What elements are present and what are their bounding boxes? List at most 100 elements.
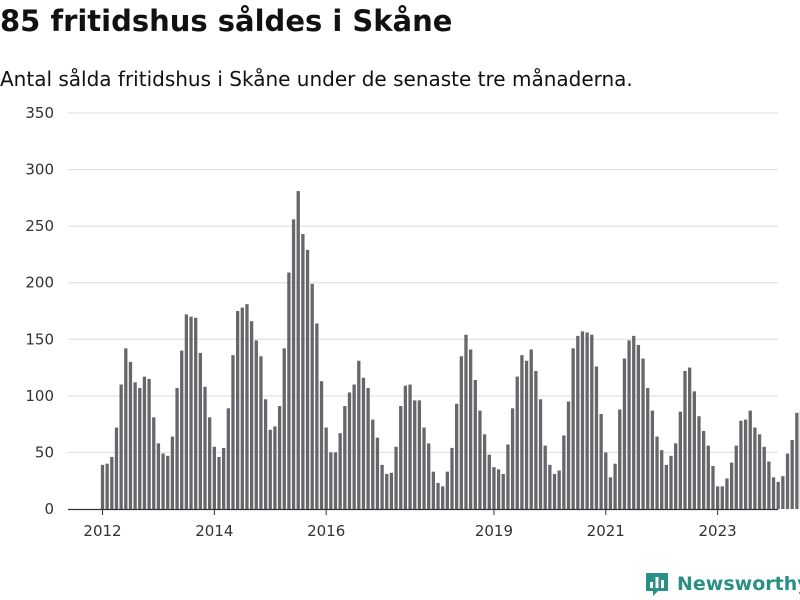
y-axis-tick-labels: 0 50 100 150 200 250 300 350	[25, 104, 54, 518]
bar	[231, 355, 235, 509]
bar	[450, 447, 454, 509]
bar	[618, 409, 622, 509]
x-tick-label: 2019	[475, 522, 513, 540]
bar	[371, 419, 375, 509]
bar	[538, 399, 543, 509]
bar	[781, 476, 785, 509]
chart-title: 85 fritidshus såldes i Skåne	[0, 4, 453, 38]
bar	[357, 360, 361, 509]
bar	[608, 477, 613, 509]
bar	[212, 446, 216, 509]
bar	[394, 446, 398, 509]
bar	[338, 433, 342, 509]
bar	[492, 467, 496, 509]
bar	[571, 348, 575, 509]
bar	[249, 321, 254, 509]
bar	[380, 464, 384, 509]
x-tick-label: 2023	[699, 522, 737, 540]
bar	[776, 481, 780, 509]
bar	[110, 456, 114, 509]
bar	[142, 376, 147, 509]
bar	[664, 464, 669, 509]
bar	[785, 453, 790, 509]
bar	[226, 408, 230, 509]
bar	[580, 331, 585, 509]
bar	[119, 384, 123, 509]
bar	[305, 249, 310, 509]
bar	[343, 406, 347, 509]
bar	[669, 455, 673, 509]
gridlines	[68, 112, 778, 453]
bar	[520, 355, 524, 509]
bar	[203, 386, 207, 509]
bar	[697, 416, 701, 509]
bar	[482, 434, 487, 509]
bar	[743, 419, 748, 509]
bar	[441, 486, 445, 509]
bar	[459, 356, 463, 509]
y-tick-label: 0	[44, 500, 54, 518]
bar	[347, 392, 352, 509]
bar	[417, 400, 422, 509]
bar	[767, 461, 771, 509]
y-tick-label: 100	[25, 387, 54, 405]
bar	[771, 477, 776, 509]
y-tick-label: 300	[25, 161, 54, 179]
bar	[375, 437, 380, 509]
bar	[524, 360, 529, 509]
bar	[762, 446, 766, 509]
bar	[277, 406, 282, 509]
bar	[296, 191, 300, 509]
bar	[189, 316, 193, 509]
bar	[427, 443, 431, 509]
bar	[706, 445, 710, 509]
bar	[161, 453, 165, 509]
bars	[100, 191, 800, 509]
newsworthy-logo-icon	[646, 573, 668, 596]
bar	[701, 430, 706, 509]
bar	[254, 340, 258, 509]
bar	[487, 454, 491, 509]
bar	[506, 444, 510, 509]
bar	[683, 370, 687, 509]
bar	[436, 482, 440, 509]
bar	[739, 420, 743, 509]
bar	[557, 470, 561, 509]
x-axis	[68, 508, 778, 515]
bar	[445, 471, 449, 509]
bar	[753, 427, 757, 509]
x-tick-label: 2012	[83, 522, 121, 540]
bar	[613, 463, 617, 509]
x-tick-label: 2014	[195, 522, 233, 540]
bar	[222, 447, 226, 509]
bar	[166, 455, 170, 509]
x-tick-label: 2021	[587, 522, 625, 540]
bar	[287, 272, 291, 509]
bar	[152, 417, 156, 509]
bar	[496, 469, 501, 509]
bar	[208, 417, 212, 509]
bar	[240, 307, 244, 509]
y-tick-label: 350	[25, 104, 54, 122]
y-tick-label: 50	[35, 443, 54, 461]
bar	[534, 370, 538, 509]
bar	[413, 400, 417, 509]
bar	[632, 335, 636, 509]
bar	[431, 471, 436, 509]
bar	[674, 443, 678, 509]
bar	[389, 472, 394, 509]
bar	[748, 410, 752, 509]
bar	[650, 410, 655, 509]
bar	[408, 384, 412, 509]
bar	[725, 478, 729, 509]
bar	[175, 387, 179, 509]
bar	[133, 382, 137, 509]
bar	[399, 406, 403, 509]
bar	[720, 486, 724, 509]
bar	[734, 445, 738, 509]
bar	[352, 384, 356, 509]
bar	[478, 410, 482, 509]
bar	[655, 436, 659, 509]
bar	[636, 344, 641, 509]
